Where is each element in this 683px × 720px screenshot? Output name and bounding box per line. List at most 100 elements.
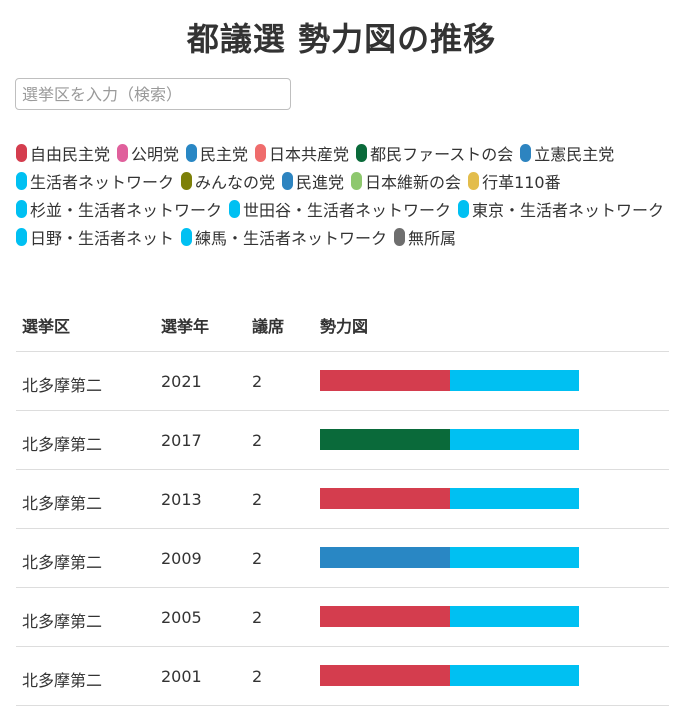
power-bar-segment: [449, 429, 579, 450]
power-bar-segment: [320, 547, 450, 568]
legend-item: 日本維新の会: [351, 169, 461, 193]
table-header: 選挙区 選挙年 議席 勢力図: [16, 295, 669, 352]
legend-swatch: [186, 144, 198, 162]
search-input[interactable]: [15, 78, 291, 110]
year-cell: 2005: [161, 608, 202, 627]
legend-swatch: [520, 144, 532, 162]
legend-swatch: [16, 172, 27, 190]
legend-item: 民進党: [282, 169, 344, 193]
legend-swatch: [458, 200, 470, 218]
legend-item: 杉並・生活者ネットワーク: [16, 197, 222, 221]
header-year: 選挙年: [161, 317, 210, 336]
table-row: 北多摩第二 2013 2: [16, 470, 669, 529]
seats-cell: 2: [252, 431, 263, 450]
power-bar-segment: [449, 488, 579, 509]
legend-swatch: [181, 228, 193, 246]
table-row: 北多摩第二 2021 2: [16, 352, 669, 411]
legend-swatch: [117, 144, 129, 162]
legend-item: 日野・生活者ネット: [16, 225, 174, 249]
table-row: 北多摩第二 2009 2: [16, 529, 669, 588]
table-row: 北多摩第二 2005 2: [16, 588, 669, 647]
legend-item: みんなの党: [181, 169, 275, 193]
legend-item: 都民ファーストの会: [356, 141, 513, 165]
legend-label: 杉並・生活者ネットワーク: [30, 201, 223, 220]
table-row: 北多摩第二 2001 2: [16, 647, 669, 706]
legend-label: 自由民主党: [30, 145, 111, 164]
header-seats: 議席: [252, 317, 285, 336]
year-cell: 2001: [161, 667, 202, 686]
header-power: 勢力図: [320, 317, 369, 336]
power-bar-segment: [320, 370, 450, 391]
legend-swatch: [282, 172, 294, 190]
district-cell: 北多摩第二: [22, 435, 103, 454]
seats-cell: 2: [252, 490, 263, 509]
legend-label: 行革110番: [482, 173, 561, 192]
legend-item: 練馬・生活者ネットワーク: [181, 225, 387, 249]
power-bar: [320, 429, 579, 450]
power-bar-segment: [449, 370, 579, 391]
legend-item: 行革110番: [468, 169, 561, 193]
legend-swatch: [394, 228, 406, 246]
seats-cell: 2: [252, 372, 263, 391]
district-cell: 北多摩第二: [22, 494, 103, 513]
legend-swatch: [468, 172, 480, 190]
power-bar: [320, 547, 579, 568]
party-legend: 自由民主党 公明党 民主党 日本共産党 都民ファーストの会 立憲民主党生活者ネットワーク み…: [16, 141, 676, 249]
legend-swatch: [16, 228, 27, 246]
header-district: 選挙区: [22, 317, 71, 336]
legend-label: 立憲民主党: [534, 145, 615, 164]
legend-label: 日本維新の会: [365, 173, 462, 192]
power-bar-segment: [320, 488, 450, 509]
district-cell: 北多摩第二: [22, 376, 103, 395]
year-cell: 2021: [161, 372, 202, 391]
seats-cell: 2: [252, 608, 263, 627]
district-cell: 北多摩第二: [22, 671, 103, 690]
legend-swatch: [181, 172, 193, 190]
legend-label: 練馬・生活者ネットワーク: [195, 229, 388, 248]
table-row: 北多摩第二 2017 2: [16, 411, 669, 470]
legend-swatch: [16, 200, 27, 218]
power-bar-segment: [449, 547, 579, 568]
legend-label: 民主党: [200, 145, 249, 164]
power-bar-segment: [320, 665, 450, 686]
legend-label: 日本共産党: [269, 145, 350, 164]
power-bar: [320, 370, 579, 391]
results-table: 北多摩第二 2021 2 北多摩第二 2017 2 北多摩第二 2013 2 北多摩第二 2009 2…: [16, 352, 669, 706]
legend-swatch: [356, 144, 368, 162]
legend-item: 東京・生活者ネットワーク: [458, 197, 664, 221]
year-cell: 2017: [161, 431, 202, 450]
seats-cell: 2: [252, 549, 263, 568]
legend-label: 公明党: [131, 145, 180, 164]
legend-label: 生活者ネットワーク: [30, 173, 175, 192]
legend-item: 生活者ネットワーク: [16, 169, 174, 193]
legend-swatch: [255, 144, 267, 162]
power-bar-segment: [449, 665, 579, 686]
legend-swatch: [229, 200, 241, 218]
legend-label: 無所属: [408, 229, 457, 248]
power-bar: [320, 606, 579, 627]
page-title: 都議選 勢力図の推移: [186, 20, 497, 58]
legend-item: 民主党: [186, 141, 248, 165]
year-cell: 2013: [161, 490, 202, 509]
legend-label: 日野・生活者ネット: [30, 229, 175, 248]
seats-cell: 2: [252, 667, 263, 686]
legend-label: みんなの党: [195, 173, 276, 192]
legend-swatch: [351, 172, 363, 190]
legend-item: 無所属: [394, 225, 456, 249]
power-bar-segment: [320, 606, 450, 627]
power-bar: [320, 488, 579, 509]
district-cell: 北多摩第二: [22, 553, 103, 572]
legend-item: 日本共産党: [255, 141, 349, 165]
legend-item: 自由民主党: [16, 141, 110, 165]
power-bar-segment: [320, 429, 450, 450]
legend-label: 都民ファーストの会: [370, 145, 514, 164]
power-bar: [320, 665, 579, 686]
legend-item: 立憲民主党: [520, 141, 614, 165]
legend-label: 民進党: [296, 173, 345, 192]
year-cell: 2009: [161, 549, 202, 568]
legend-swatch: [16, 144, 27, 162]
legend-label: 東京・生活者ネットワーク: [472, 201, 665, 220]
legend-label: 世田谷・生活者ネットワーク: [243, 201, 452, 220]
legend-item: 公明党: [117, 141, 179, 165]
legend-item: 世田谷・生活者ネットワーク: [229, 197, 451, 221]
